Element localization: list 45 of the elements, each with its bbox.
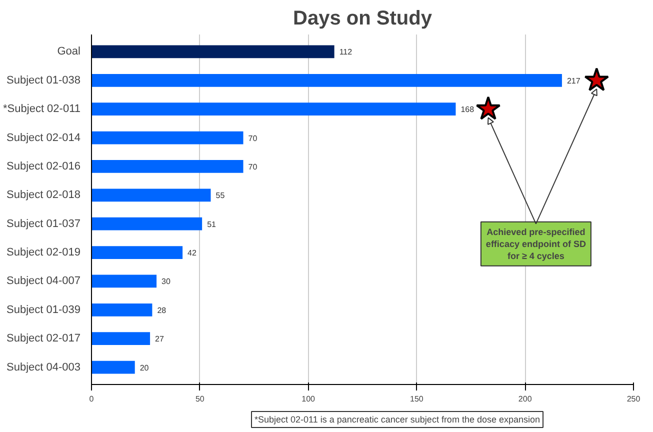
y-tick-label: Subject 02-014	[6, 132, 80, 144]
bar	[92, 45, 334, 58]
data-label: 168	[460, 105, 475, 114]
bar	[92, 188, 211, 202]
y-tick-label: Goal	[57, 46, 81, 58]
data-label: 217	[566, 76, 581, 86]
y-tick-label: *Subject 02-011	[3, 103, 81, 116]
data-label: 70	[248, 162, 258, 172]
bar	[92, 246, 183, 259]
text: *Subject 02-011 is a pancreatic cancer subject from the dose expansion	[254, 414, 540, 424]
x-tick-label: 150	[410, 394, 424, 404]
data-label: 112	[339, 48, 353, 57]
y-tick-label: Subject 04-003	[6, 361, 80, 374]
bar	[92, 131, 244, 144]
x-tick-label: 250	[626, 394, 641, 404]
data-label: 30	[162, 277, 171, 286]
bar	[92, 102, 456, 116]
y-tick-label: Subject 02-018	[6, 189, 80, 202]
data-label: 42	[188, 248, 198, 258]
data-label: 55	[216, 191, 226, 200]
y-tick-label: Subject 01-038	[6, 74, 80, 86]
x-tick-label: 0	[89, 394, 94, 404]
x-tick-label: 100	[302, 394, 316, 404]
bar	[92, 74, 562, 87]
bar	[92, 274, 157, 288]
x-tick-label: 200	[518, 394, 532, 404]
data-label: 20	[140, 363, 150, 372]
y-tick-label: Subject 01-037	[6, 218, 80, 230]
data-label: 51	[207, 220, 217, 229]
data-label: 70	[248, 134, 258, 143]
annotation: Achieved pre-specified efficacy endpoint of SD for ≥ 4 cycles	[486, 226, 586, 261]
bar	[92, 217, 202, 230]
y-tick-label: Subject 01-039	[6, 304, 80, 316]
bar	[92, 360, 135, 374]
data-label: 27	[155, 334, 164, 344]
y-tick-label: Subject 02-019	[6, 246, 80, 259]
y-tick-label: Subject 02-016	[6, 160, 80, 172]
x-tick-label: 50	[195, 394, 205, 404]
chart-title: Days on Study	[293, 8, 433, 30]
y-tick-label: Subject 02-017	[6, 332, 80, 345]
y-tick-label: Subject 04-007	[6, 275, 80, 288]
bar	[92, 303, 152, 316]
bar	[92, 160, 244, 173]
bar	[92, 332, 150, 346]
data-label: 28	[157, 306, 167, 315]
